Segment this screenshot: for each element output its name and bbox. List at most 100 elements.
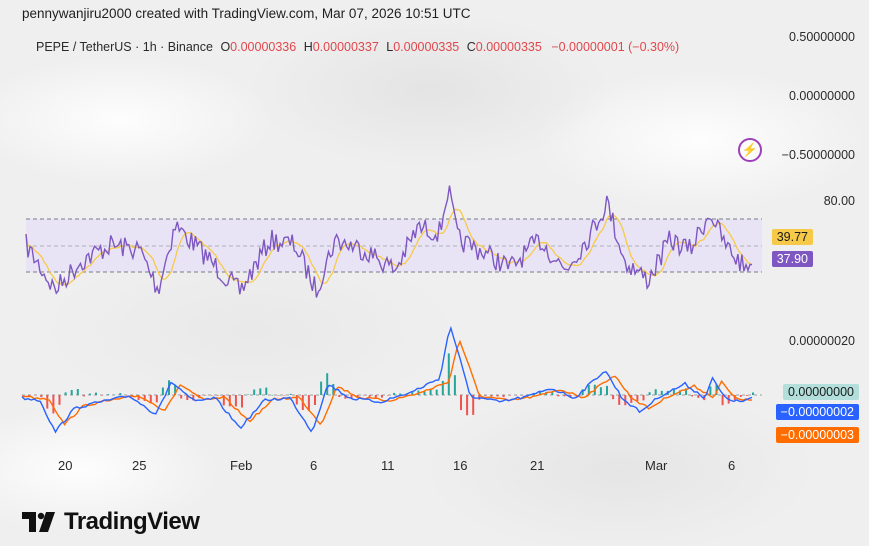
histogram-bar: [460, 395, 462, 411]
histogram-bar: [192, 395, 195, 401]
histogram-bar: [46, 395, 49, 409]
x-axis-label: 25: [132, 458, 147, 473]
histogram-bar: [338, 395, 341, 397]
histogram-bar: [228, 395, 231, 407]
high-value: 0.00000337: [312, 40, 379, 54]
histogram-bar: [539, 391, 542, 395]
histogram-bar: [387, 395, 389, 396]
histogram-bar: [429, 388, 432, 395]
histogram-bar: [174, 384, 177, 395]
histogram-bar: [466, 395, 469, 416]
histogram-bar: [599, 387, 602, 395]
symbol-info-row: PEPE / TetherUS · 1h · Binance O 0.000003…: [36, 40, 679, 54]
histogram-bar: [107, 394, 110, 395]
histogram-bar: [672, 389, 675, 395]
macd-value-tag: −0.00000002: [775, 404, 859, 420]
x-axis-label: 11: [381, 458, 395, 473]
lightning-icon[interactable]: ⚡: [738, 138, 762, 162]
histogram-bar: [435, 389, 438, 395]
x-axis-label: 6: [728, 458, 736, 473]
histogram-bar: [368, 395, 371, 397]
histogram-bar: [685, 388, 688, 395]
histogram-bar: [648, 392, 651, 395]
histogram-bar: [441, 380, 444, 395]
low-value: 0.00000335: [393, 40, 460, 54]
histogram-bar: [380, 395, 383, 398]
tradingview-logo[interactable]: TradingView: [22, 508, 200, 536]
histogram-bar: [709, 386, 712, 395]
rsi-value-tag: 37.90: [771, 251, 813, 267]
histogram-bar: [253, 389, 256, 395]
histogram-bar: [70, 390, 73, 395]
macd-histogram-tag: 0.00000000: [782, 384, 859, 400]
x-axis-label: 20: [58, 458, 73, 473]
histogram-bar: [526, 394, 529, 395]
rsi-ma-line: [25, 208, 753, 286]
price-axis-label: 0.50000000: [788, 30, 855, 44]
histogram-bar: [222, 395, 225, 406]
histogram-bar: [660, 390, 663, 395]
histogram-bar: [399, 393, 402, 395]
histogram-bar: [101, 395, 104, 396]
rsi-axis-label: 80.00: [823, 194, 855, 208]
histogram-bar: [34, 395, 37, 396]
tradingview-logo-icon: [22, 512, 55, 532]
macd-axis-label: 0.00000020: [788, 334, 855, 348]
close-value: 0.00000335: [475, 40, 542, 54]
histogram-bar: [259, 388, 262, 395]
change-value: −0.00000001 (−0.30%): [551, 40, 680, 54]
symbol-name[interactable]: PEPE / TetherUS · 1h · Binance: [36, 40, 213, 54]
x-axis-label: 16: [453, 458, 468, 473]
histogram-bar: [575, 395, 578, 398]
histogram-bar: [654, 389, 657, 395]
histogram-bar: [581, 389, 584, 395]
histogram-bar: [64, 392, 67, 395]
x-axis-label: 21: [530, 458, 545, 473]
histogram-bar: [283, 395, 286, 396]
macd-histogram: [22, 353, 754, 416]
histogram-bar: [344, 395, 347, 399]
histogram-bar: [715, 384, 718, 395]
histogram-bar: [241, 395, 243, 408]
histogram-bar: [557, 395, 560, 397]
histogram-bar: [271, 394, 274, 396]
histogram-bar: [630, 395, 633, 403]
histogram-bar: [88, 393, 91, 395]
histogram-bar: [76, 389, 79, 395]
histogram-bar: [307, 395, 310, 411]
histogram-bar: [210, 395, 213, 396]
histogram-bar: [642, 395, 645, 401]
histogram-bar: [289, 393, 292, 395]
histogram-bar: [612, 395, 615, 400]
histogram-bar: [691, 395, 694, 397]
histogram-bar: [393, 392, 396, 395]
histogram-bar: [508, 395, 511, 396]
histogram-bar: [721, 395, 724, 406]
histogram-bar: [423, 390, 426, 395]
histogram-bar: [587, 385, 590, 395]
brand-name: TradingView: [64, 508, 200, 535]
histogram-bar: [739, 395, 742, 397]
histogram-bar: [52, 395, 55, 414]
histogram-bar: [362, 395, 365, 396]
histogram-bar: [679, 390, 681, 395]
histogram-bar: [374, 395, 377, 399]
x-axis-label: Feb: [230, 458, 253, 473]
open-label: O: [220, 40, 231, 54]
histogram-bar: [563, 395, 566, 397]
histogram-bar: [514, 395, 517, 396]
author-line: pennywanjiru2000 created with TradingVie…: [22, 6, 471, 21]
histogram-bar: [204, 395, 207, 396]
histogram-bar: [326, 373, 329, 395]
histogram-bar: [40, 395, 43, 398]
high-label: H: [303, 40, 313, 54]
histogram-bar: [247, 394, 250, 395]
histogram-bar: [490, 395, 493, 397]
histogram-bar: [265, 387, 268, 395]
histogram-bar: [320, 381, 323, 395]
low-label: L: [386, 40, 394, 54]
histogram-bar: [636, 395, 639, 402]
histogram-bar: [745, 395, 748, 396]
histogram-bar: [411, 392, 414, 395]
